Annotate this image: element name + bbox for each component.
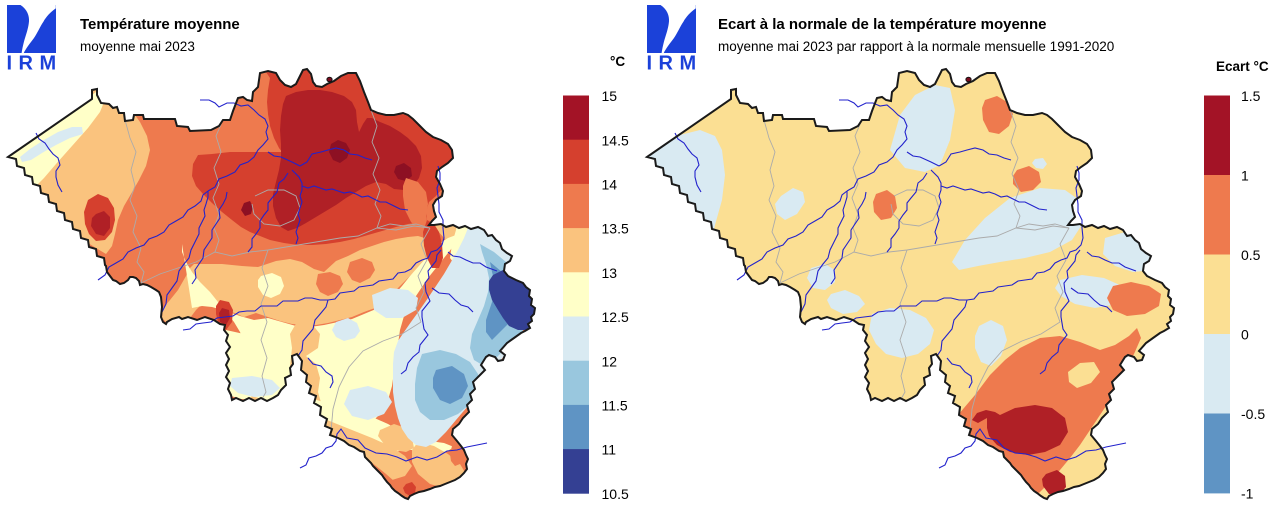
svg-text:14.5: 14.5 — [602, 132, 629, 148]
svg-text:15: 15 — [602, 88, 618, 104]
svg-text:12: 12 — [602, 353, 618, 369]
svg-text:-1: -1 — [1241, 485, 1254, 501]
svg-text:11.5: 11.5 — [602, 398, 628, 414]
svg-text:°C: °C — [610, 54, 625, 69]
svg-text:11: 11 — [602, 442, 617, 458]
svg-text:12.5: 12.5 — [602, 309, 629, 325]
svg-text:1.5: 1.5 — [1241, 88, 1261, 104]
svg-text:Ecart °C: Ecart °C — [1216, 59, 1269, 74]
svg-text:13.5: 13.5 — [602, 221, 629, 237]
svg-text:0.5: 0.5 — [1241, 247, 1261, 263]
svg-text:1: 1 — [1241, 167, 1249, 183]
svg-text:10.5: 10.5 — [602, 486, 629, 502]
svg-text:0: 0 — [1241, 326, 1249, 342]
svg-text:-0.5: -0.5 — [1241, 406, 1265, 422]
svg-text:13: 13 — [602, 265, 618, 281]
svg-text:14: 14 — [602, 177, 618, 193]
